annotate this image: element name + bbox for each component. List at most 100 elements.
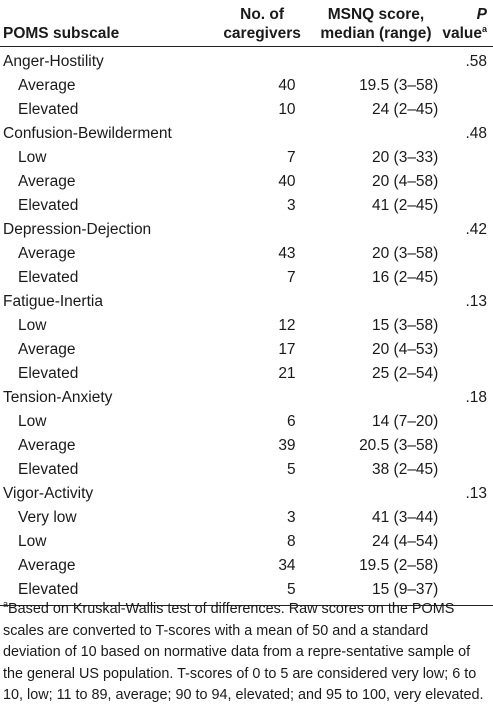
cell-msnq: 16 (2–45)	[371, 269, 439, 286]
cell-p: .48	[465, 125, 487, 142]
cell-label: Low	[18, 149, 47, 166]
cell-label: Elevated	[18, 101, 79, 118]
cell-p: .18	[465, 389, 487, 406]
cell-n: 40	[278, 77, 296, 94]
cell-n: 34	[278, 557, 296, 574]
cell-label: Low	[18, 317, 47, 334]
cell-label: Elevated	[18, 197, 79, 214]
cell-label: Elevated	[0, 578, 215, 606]
table-row: Low 6 14 (7–20)	[0, 410, 493, 434]
cell-msnq: 20 (3–33)	[371, 149, 439, 166]
cell-n	[215, 482, 310, 506]
cell-msnq: 25 (2–54)	[371, 365, 439, 382]
cell-n: 10	[278, 101, 296, 118]
cell-msnq: 20 (4–58)	[371, 173, 439, 190]
cell-msnq: 14 (7–20)	[371, 413, 439, 430]
cell-n	[215, 122, 310, 146]
cell-n: 40	[278, 173, 296, 190]
header-p-value: P valuea	[442, 5, 493, 47]
table-row: Low 8 24 (4–54)	[0, 530, 493, 554]
cell-msnq: 19.5 (3–58)	[359, 77, 439, 94]
cell-label: Very low	[18, 509, 77, 526]
cell-label: Average	[18, 557, 76, 574]
cell-label: Depression-Dejection	[3, 221, 152, 238]
table-row: Average 34 19.5 (2–58)	[0, 554, 493, 578]
cell-p: .13	[465, 485, 487, 502]
header-p-rest: value	[442, 25, 482, 42]
cell-msnq	[310, 482, 443, 506]
cell-msnq: 24 (4–54)	[371, 533, 439, 550]
cell-p	[442, 146, 493, 170]
header-footnote-mark: a	[481, 23, 487, 34]
table-row: Average 39 20.5 (3–58)	[0, 434, 493, 458]
table-row: Low 12 15 (3–58)	[0, 314, 493, 338]
table-row: Elevated 3 41 (2–45)	[0, 194, 493, 218]
poms-msnq-table: POMS subscale No. of caregivers MSNQ scor…	[0, 5, 493, 606]
cell-p	[442, 242, 493, 266]
cell-n	[215, 290, 310, 314]
table-row: Average 40 20 (4–58)	[0, 170, 493, 194]
cell-p	[442, 74, 493, 98]
header-p-italic: P	[476, 6, 487, 23]
cell-label: Tension-Anxiety	[3, 389, 113, 406]
cell-msnq: 20 (3–58)	[371, 245, 439, 262]
cell-label: Average	[18, 245, 76, 262]
header-row: POMS subscale No. of caregivers MSNQ scor…	[0, 5, 493, 47]
cell-msnq	[310, 290, 443, 314]
cell-msnq	[310, 386, 443, 410]
cell-p	[442, 338, 493, 362]
table-row: Average 40 19.5 (3–58)	[0, 74, 493, 98]
cell-p: .42	[465, 221, 487, 238]
header-subscale-text: POMS subscale	[3, 25, 120, 42]
cell-label: Average	[18, 341, 76, 358]
cell-label: Elevated	[18, 365, 79, 382]
subscale-row: Tension-Anxiety .18	[0, 386, 493, 410]
cell-p	[442, 530, 493, 554]
table-row: Low 7 20 (3–33)	[0, 146, 493, 170]
cell-p	[442, 458, 493, 482]
table-row: Elevated 5 38 (2–45)	[0, 458, 493, 482]
cell-n: 7	[286, 149, 296, 166]
cell-msnq: 24 (2–45)	[371, 101, 439, 118]
cell-n: 5	[286, 461, 296, 478]
cell-label: Low	[18, 533, 47, 550]
header-msnq-line2: median (range)	[320, 25, 432, 42]
cell-p	[442, 362, 493, 386]
cell-n: 17	[278, 341, 296, 358]
cell-p	[442, 98, 493, 122]
cell-msnq: 15 (9–37)	[309, 578, 443, 606]
cell-p	[442, 434, 493, 458]
cell-label: Fatigue-Inertia	[3, 293, 103, 310]
cell-label: Average	[18, 437, 76, 454]
cell-msnq: 19.5 (2–58)	[359, 557, 439, 574]
cell-n: 21	[278, 365, 296, 382]
cell-msnq: 41 (2–45)	[371, 197, 439, 214]
footnote: aBased on Kruskal-Wallis test of differe…	[3, 599, 489, 707]
cell-label: Average	[18, 77, 76, 94]
footnote-mark: a	[3, 599, 9, 610]
subscale-row: Depression-Dejection .42	[0, 218, 493, 242]
cell-p: .58	[465, 53, 487, 70]
cell-p	[442, 578, 493, 606]
table-row: Elevated 7 16 (2–45)	[0, 266, 493, 290]
cell-n: 43	[278, 245, 296, 262]
cell-p	[442, 266, 493, 290]
subscale-row: Fatigue-Inertia .13	[0, 290, 493, 314]
cell-p: .13	[465, 293, 487, 310]
table-row: Average 17 20 (4–53)	[0, 338, 493, 362]
table-header: POMS subscale No. of caregivers MSNQ scor…	[0, 5, 493, 47]
cell-msnq	[310, 122, 443, 146]
subscale-row: Confusion-Bewilderment .48	[0, 122, 493, 146]
cell-p	[442, 554, 493, 578]
table-row: Very low 3 41 (3–44)	[0, 506, 493, 530]
header-msnq-line1: MSNQ score,	[327, 6, 425, 23]
cell-p	[442, 506, 493, 530]
header-msnq: MSNQ score, median (range)	[309, 5, 443, 47]
cell-msnq	[310, 47, 443, 75]
cell-p	[442, 410, 493, 434]
cell-label: Elevated	[18, 269, 79, 286]
cell-msnq	[310, 218, 443, 242]
footnote-text: Based on Kruskal-Wallis test of differen…	[3, 601, 484, 703]
cell-n: 3	[286, 197, 296, 214]
